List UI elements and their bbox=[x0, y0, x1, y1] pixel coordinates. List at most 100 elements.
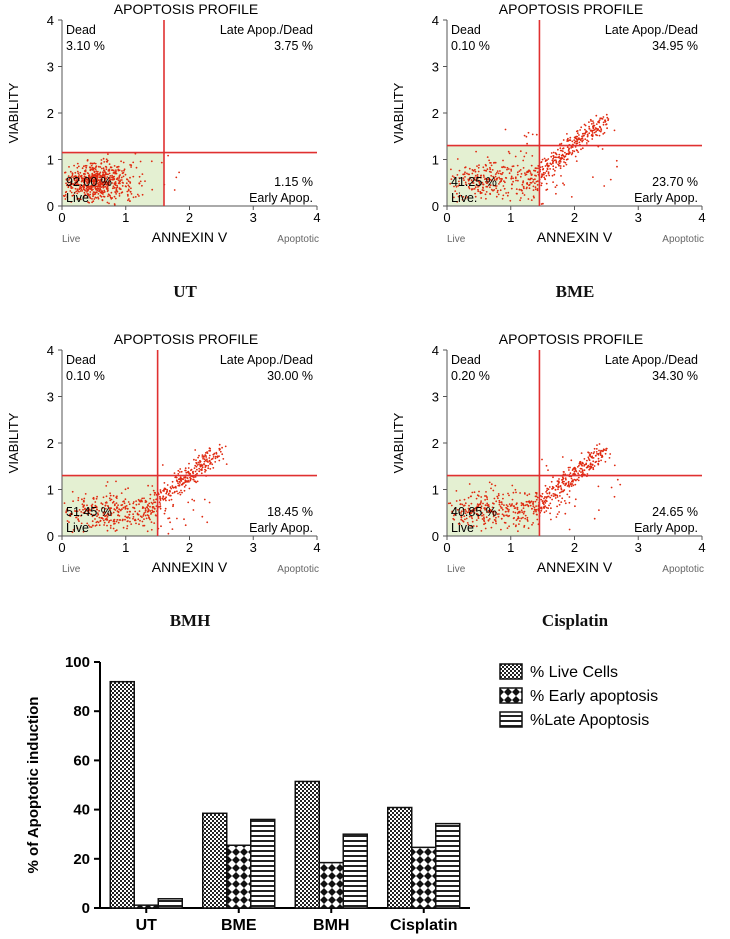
y-tick-label: 0 bbox=[47, 529, 54, 544]
scatter-dot bbox=[108, 202, 110, 205]
scatter-dot bbox=[570, 459, 573, 462]
scatter-dot bbox=[569, 482, 572, 484]
scatter-dot bbox=[534, 495, 537, 498]
scatter-dot bbox=[456, 508, 459, 511]
scatter-dot bbox=[195, 462, 198, 465]
scatter-dot bbox=[536, 171, 539, 174]
scatter-dot bbox=[532, 505, 535, 507]
scatter-dot bbox=[451, 175, 454, 178]
dead-percent: 0.10 % bbox=[66, 369, 105, 383]
scatter-dot bbox=[545, 163, 548, 166]
scatter-dot bbox=[107, 193, 110, 196]
x-tick-label: 3 bbox=[635, 540, 642, 555]
scatter-dot bbox=[528, 493, 531, 495]
scatter-dot bbox=[119, 179, 121, 182]
scatter-dot bbox=[619, 483, 622, 486]
scatter-dot bbox=[526, 516, 529, 519]
scatter-dot bbox=[83, 511, 86, 514]
y-tick-label: 4 bbox=[47, 13, 54, 28]
scatter-dot bbox=[523, 492, 526, 494]
scatter-dot bbox=[88, 176, 91, 178]
scatter-dot bbox=[89, 169, 92, 172]
scatter-dot bbox=[602, 116, 605, 118]
scatter-dot bbox=[546, 167, 549, 170]
scatter-dot bbox=[559, 167, 562, 170]
scatter-dot bbox=[552, 160, 555, 163]
scatter-dot bbox=[151, 509, 154, 512]
scatter-dot bbox=[552, 476, 554, 479]
scatter-dot bbox=[100, 167, 103, 170]
scatter-dot bbox=[501, 503, 503, 505]
scatter-dot bbox=[100, 195, 103, 198]
scatter-dot bbox=[475, 509, 478, 512]
scatter-dot bbox=[486, 511, 488, 513]
scatter-dot bbox=[476, 506, 478, 509]
scatter-dot bbox=[81, 503, 84, 506]
scatter-dot bbox=[151, 506, 154, 508]
scatter-dot bbox=[129, 176, 131, 179]
scatter-dot bbox=[92, 507, 95, 510]
scatter-dot bbox=[471, 169, 474, 171]
scatter-dot bbox=[474, 170, 477, 173]
scatter-dot bbox=[555, 161, 558, 164]
scatter-dot bbox=[160, 525, 162, 528]
scatter-dot bbox=[503, 180, 505, 183]
x-right-label: Apoptotic bbox=[277, 564, 319, 575]
scatter-dot bbox=[468, 483, 471, 485]
scatter-dot bbox=[478, 164, 480, 167]
scatter-dot bbox=[562, 471, 565, 473]
scatter-dot bbox=[564, 477, 567, 480]
scatter-dot bbox=[571, 483, 574, 485]
scatter-dot bbox=[592, 452, 595, 455]
scatter-dot bbox=[552, 181, 554, 184]
scatter-dot bbox=[108, 181, 111, 184]
scatter-dot bbox=[522, 159, 525, 162]
x-left-label: Live bbox=[447, 564, 466, 575]
scatter-dot bbox=[461, 198, 464, 201]
scatter-dot bbox=[512, 517, 515, 520]
scatter-dot bbox=[71, 490, 74, 493]
scatter-dot bbox=[497, 193, 500, 196]
scatter-dot bbox=[86, 182, 89, 185]
scatter-dot bbox=[543, 157, 546, 160]
scatter-dot bbox=[126, 520, 129, 523]
scatter-dot bbox=[483, 517, 485, 520]
scatter-dot bbox=[600, 117, 603, 120]
scatter-dot bbox=[517, 530, 519, 533]
bar-y-tick-label: 60 bbox=[73, 752, 90, 769]
scatter-dot bbox=[511, 183, 513, 186]
scatter-dot bbox=[454, 507, 456, 510]
scatter-dot bbox=[547, 469, 549, 471]
scatter-dot bbox=[163, 482, 166, 484]
y-tick-label: 0 bbox=[432, 529, 439, 544]
dead-label: Dead bbox=[451, 353, 481, 367]
scatter-dot bbox=[592, 460, 595, 463]
scatter-dot bbox=[80, 514, 82, 517]
scatter-dot bbox=[526, 183, 529, 186]
scatter-dot bbox=[150, 512, 153, 514]
scatter-dot bbox=[165, 499, 167, 502]
scatter-dot bbox=[543, 176, 546, 179]
scatter-dot bbox=[498, 503, 501, 506]
scatter-dot bbox=[592, 466, 594, 469]
late-apop-percent: 3.75 % bbox=[274, 39, 313, 53]
scatter-dot bbox=[208, 501, 211, 504]
scatter-dot bbox=[534, 500, 537, 503]
scatter-dot bbox=[604, 452, 607, 455]
scatter-dot bbox=[595, 130, 597, 133]
scatter-dot bbox=[496, 495, 499, 498]
scatter-dot bbox=[526, 494, 529, 497]
x-tick-label: 3 bbox=[250, 540, 257, 555]
scatter-dot bbox=[474, 186, 477, 189]
late-apop-label: Late Apop./Dead bbox=[220, 23, 313, 37]
scatter-title: APOPTOSIS PROFILE bbox=[499, 1, 643, 17]
scatter-dot bbox=[123, 500, 125, 503]
scatter-dot bbox=[541, 492, 544, 495]
scatter-dot bbox=[581, 147, 584, 150]
scatter-dot bbox=[70, 186, 72, 188]
scatter-dot bbox=[121, 185, 124, 187]
scatter-dot bbox=[542, 173, 544, 176]
scatter-dot bbox=[102, 173, 104, 176]
scatter-dot bbox=[521, 502, 524, 505]
scatter-dot bbox=[615, 159, 618, 162]
